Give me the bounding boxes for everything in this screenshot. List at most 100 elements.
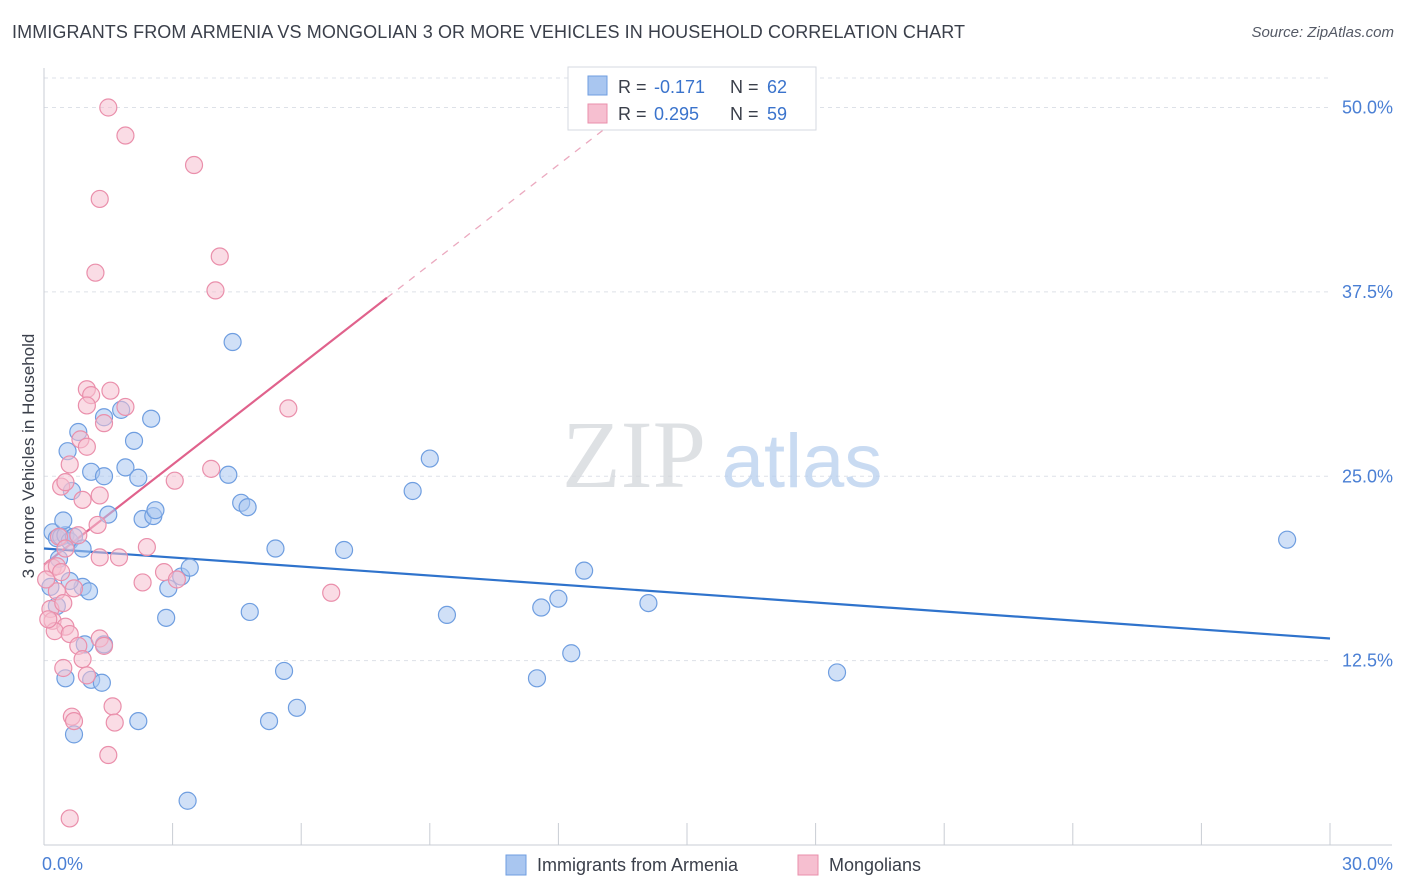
- point-mongolians-49: [77, 666, 96, 685]
- point-armenia-30: [274, 661, 294, 681]
- point-mongolians-13: [94, 414, 114, 433]
- point-mongolians-56: [37, 570, 56, 589]
- point-mongolians-34: [64, 579, 84, 598]
- y-tick-label-1: 25.0%: [1342, 466, 1393, 486]
- point-armenia-60: [54, 511, 73, 530]
- point-mongolians-20: [56, 473, 75, 492]
- series-legend-label-mongolians: Mongolians: [829, 855, 921, 875]
- point-mongolians-21: [73, 490, 92, 509]
- point-mongolians-23: [88, 515, 107, 535]
- legend-r-label-armenia: R =: [618, 77, 647, 97]
- point-mongolians-6: [206, 281, 225, 300]
- point-armenia-23: [180, 558, 199, 577]
- point-armenia-33: [334, 540, 354, 560]
- point-armenia-18: [129, 468, 148, 487]
- tick-labels: 12.5% 25.0% 37.5% 50.0% 0.0% 30.0%: [42, 98, 1393, 875]
- point-armenia-25: [219, 465, 238, 484]
- point-mongolians-47: [73, 650, 92, 669]
- chart-source: Source: ZipAtlas.com: [1251, 24, 1394, 41]
- point-armenia-53: [157, 608, 176, 627]
- legend-n-value-armenia: 62: [767, 77, 787, 97]
- point-mongolians-27: [90, 548, 109, 567]
- y-tick-label-0: 12.5%: [1342, 651, 1393, 671]
- watermark-zip: ZIP: [562, 401, 706, 508]
- point-mongolians-53: [105, 713, 124, 732]
- x-tick-label-0: 0.0%: [42, 854, 83, 874]
- legend-r-value-armenia: -0.171: [654, 77, 705, 97]
- point-mongolians-15: [77, 437, 96, 456]
- point-armenia-12: [94, 467, 114, 486]
- legend-n-label-mongolians: N =: [730, 104, 759, 124]
- point-armenia-38: [549, 589, 568, 608]
- point-mongolians-5: [210, 247, 229, 266]
- point-mongolians-52: [64, 711, 84, 731]
- point-mongolians-38: [322, 583, 341, 602]
- point-mongolians-22: [90, 486, 109, 505]
- point-armenia-42: [527, 669, 547, 688]
- trend-lines: [43, 114, 1331, 640]
- point-mongolians-40: [54, 593, 73, 613]
- point-mongolians-17: [165, 471, 184, 490]
- point-armenia-51: [129, 711, 148, 731]
- watermark: ZIP atlas: [562, 401, 882, 508]
- point-armenia-16: [124, 431, 144, 450]
- point-mongolians-12: [279, 399, 298, 418]
- series-legend-label-armenia: Immigrants from Armenia: [537, 855, 739, 875]
- legend-swatch-mongolians: [587, 103, 608, 124]
- grid-lines: [44, 77, 1330, 662]
- point-mongolians-35: [133, 573, 152, 592]
- point-armenia-39: [562, 644, 581, 663]
- trend-line-armenia: [43, 547, 1331, 640]
- point-armenia-29: [266, 539, 285, 558]
- point-armenia-32: [259, 711, 279, 731]
- axes: [43, 68, 1392, 846]
- watermark-atlas: atlas: [722, 419, 883, 504]
- point-armenia-40: [575, 561, 594, 580]
- x-tick-label-1: 30.0%: [1342, 854, 1393, 874]
- y-tick-label-2: 37.5%: [1342, 282, 1393, 302]
- point-armenia-56: [79, 582, 99, 601]
- legend-n-label-armenia: N =: [730, 77, 759, 97]
- point-mongolians-29: [137, 537, 156, 557]
- legend-r-label-mongolians: R =: [618, 104, 647, 124]
- point-mongolians-10: [77, 396, 96, 415]
- point-armenia-28: [240, 602, 259, 622]
- data-points: [37, 98, 1297, 828]
- legend: R = -0.171 N = 62 R = 0.295 N = 59: [567, 66, 817, 131]
- point-armenia-36: [437, 605, 457, 625]
- point-mongolians-55: [60, 809, 79, 828]
- y-tick-label-3: 50.0%: [1342, 98, 1393, 118]
- point-armenia-44: [1278, 530, 1297, 549]
- point-armenia-21: [146, 501, 165, 520]
- point-mongolians-16: [60, 455, 79, 474]
- point-mongolians-18: [202, 459, 221, 478]
- point-armenia-43: [827, 663, 847, 682]
- point-mongolians-0: [99, 98, 118, 117]
- point-armenia-35: [420, 449, 439, 468]
- point-armenia-27: [238, 498, 257, 517]
- point-armenia-15: [116, 458, 135, 477]
- point-armenia-48: [92, 673, 111, 692]
- legend-n-value-mongolians: 59: [767, 104, 787, 124]
- point-mongolians-3: [90, 189, 109, 209]
- point-mongolians-48: [54, 658, 73, 678]
- point-mongolians-54: [99, 745, 118, 765]
- point-armenia-24: [223, 332, 242, 352]
- point-mongolians-57: [39, 610, 58, 629]
- legend-swatch-armenia: [587, 75, 608, 96]
- point-mongolians-4: [86, 263, 105, 282]
- point-mongolians-37: [167, 570, 186, 589]
- series-legend: Immigrants from Armenia Mongolians: [505, 854, 921, 876]
- point-armenia-52: [178, 791, 197, 810]
- point-mongolians-26: [56, 539, 75, 558]
- point-mongolians-11: [116, 397, 135, 417]
- trend-line-mongolians-extension: [386, 114, 624, 299]
- point-mongolians-50: [103, 697, 122, 716]
- point-mongolians-28: [109, 548, 129, 567]
- chart-title: IMMIGRANTS FROM ARMENIA VS MONGOLIAN 3 O…: [12, 22, 966, 42]
- point-mongolians-2: [184, 155, 204, 175]
- point-armenia-41: [639, 593, 658, 613]
- legend-r-value-mongolians: 0.295: [654, 104, 699, 124]
- series-legend-swatch-armenia: [505, 854, 527, 876]
